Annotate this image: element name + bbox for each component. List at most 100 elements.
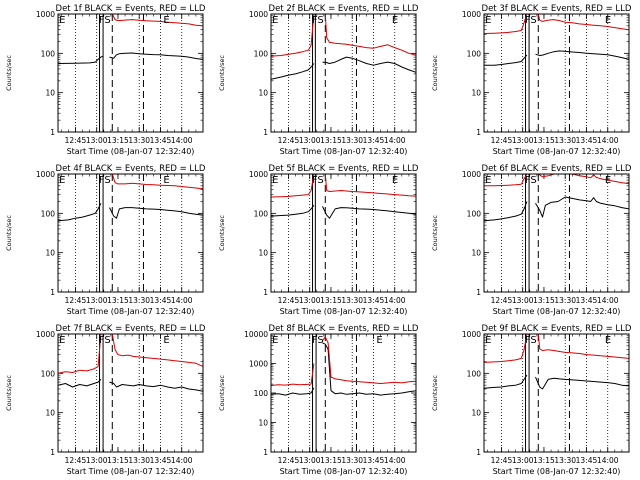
lld-series-line bbox=[109, 173, 204, 190]
panel-title: Det 9f BLACK = Events, RED = LLD bbox=[482, 324, 632, 334]
y-axis-label: Counts/sec bbox=[431, 375, 439, 411]
y-tick-label: 10 bbox=[45, 89, 55, 98]
plot-frame bbox=[270, 13, 417, 133]
x-tick-label: 12:45 bbox=[278, 296, 300, 305]
segment-annotation: E bbox=[392, 15, 398, 26]
lld-series-line bbox=[483, 333, 528, 363]
y-tick-label: 100 bbox=[254, 209, 269, 218]
lld-series-line bbox=[322, 336, 417, 384]
segment-annotation: FS bbox=[525, 335, 537, 346]
panel-det-5f: Det 5f BLACK = Events, RED = LLD Counts/s… bbox=[218, 164, 419, 316]
events-series-line bbox=[322, 206, 417, 219]
events-series-line bbox=[109, 52, 204, 60]
y-tick-label: 1 bbox=[263, 288, 268, 297]
y-axis-label: Counts/sec bbox=[218, 375, 226, 411]
events-series-line bbox=[109, 381, 204, 392]
y-axis-label: Counts/sec bbox=[218, 215, 226, 251]
panel-title: Det 5f BLACK = Events, RED = LLD bbox=[269, 164, 419, 174]
x-tick-label: 13:45 bbox=[576, 136, 598, 145]
panel-det-6f: Det 6f BLACK = Events, RED = LLD Counts/s… bbox=[431, 164, 632, 316]
x-axis-label: Start Time (08-Jan-07 12:32:40) bbox=[280, 467, 408, 476]
panel-title: Det 2f BLACK = Events, RED = LLD bbox=[269, 4, 419, 14]
plot-frame bbox=[270, 173, 417, 293]
panel-title: Det 8f BLACK = Events, RED = LLD bbox=[269, 324, 419, 334]
lld-series-line bbox=[270, 173, 315, 198]
x-tick-label: 13:00 bbox=[512, 296, 534, 305]
segment-annotation: E bbox=[163, 15, 169, 26]
x-tick-label: 14:00 bbox=[597, 136, 619, 145]
panel-title: Det 7f BLACK = Events, RED = LLD bbox=[56, 324, 206, 334]
y-tick-label: 100 bbox=[467, 369, 482, 378]
x-tick-label: 12:45 bbox=[65, 136, 87, 145]
y-tick-label: 1 bbox=[476, 448, 481, 457]
lld-series-line bbox=[535, 333, 630, 359]
x-tick-label: 13:30 bbox=[554, 296, 576, 305]
y-tick-label: 1 bbox=[263, 448, 268, 457]
events-series-line bbox=[322, 342, 417, 396]
panel-title: Det 3f BLACK = Events, RED = LLD bbox=[482, 4, 632, 14]
segment-annotation: E bbox=[605, 335, 611, 346]
lld-series-line bbox=[484, 173, 528, 187]
x-axis-label: Start Time (08-Jan-07 12:32:40) bbox=[67, 467, 195, 476]
x-tick-label: 13:15 bbox=[533, 296, 555, 305]
y-tick-label: 10 bbox=[471, 409, 481, 418]
x-tick-label: 13:15 bbox=[320, 296, 342, 305]
y-tick-label: 10 bbox=[258, 89, 268, 98]
x-tick-label: 14:00 bbox=[171, 296, 193, 305]
x-tick-label: 13:45 bbox=[363, 296, 385, 305]
x-tick-label: 13:30 bbox=[341, 296, 363, 305]
x-tick-label: 12:45 bbox=[491, 296, 513, 305]
x-tick-label: 13:15 bbox=[107, 136, 129, 145]
y-tick-label: 1000 bbox=[36, 330, 55, 339]
y-tick-label: 10 bbox=[258, 419, 268, 428]
y-tick-label: 100 bbox=[467, 49, 482, 58]
x-axis-label: Start Time (08-Jan-07 12:32:40) bbox=[280, 307, 408, 316]
lld-series-line bbox=[322, 13, 417, 56]
events-series-line bbox=[270, 204, 315, 217]
y-tick-label: 10 bbox=[45, 409, 55, 418]
x-tick-label: 13:15 bbox=[533, 456, 555, 465]
x-tick-label: 13:00 bbox=[86, 296, 108, 305]
x-tick-label: 13:15 bbox=[107, 456, 129, 465]
x-tick-label: 13:00 bbox=[299, 296, 321, 305]
panel-det-1f: Det 1f BLACK = Events, RED = LLD Counts/s… bbox=[5, 4, 206, 156]
segment-annotation: E bbox=[485, 175, 491, 186]
x-tick-label: 13:45 bbox=[150, 456, 172, 465]
events-series-line bbox=[483, 374, 528, 389]
y-tick-label: 1 bbox=[263, 128, 268, 137]
plot-frame bbox=[270, 333, 417, 453]
segment-annotation: E bbox=[59, 335, 65, 346]
x-tick-label: 13:30 bbox=[128, 296, 150, 305]
y-tick-label: 1000 bbox=[249, 360, 268, 369]
segment-annotation: E bbox=[272, 15, 278, 26]
segment-annotation: E bbox=[272, 335, 278, 346]
lld-series-line bbox=[109, 13, 204, 27]
segment-annotation: E bbox=[272, 175, 278, 186]
panel-det-7f: Det 7f BLACK = Events, RED = LLD Counts/s… bbox=[5, 324, 206, 476]
x-tick-label: 14:00 bbox=[171, 136, 193, 145]
lld-series-line bbox=[57, 333, 102, 374]
x-tick-label: 13:45 bbox=[150, 296, 172, 305]
events-series-line bbox=[270, 387, 315, 396]
plot-frame bbox=[483, 333, 630, 453]
y-axis-label: Counts/sec bbox=[5, 375, 13, 411]
events-series-line bbox=[57, 55, 104, 64]
y-tick-label: 10 bbox=[471, 89, 481, 98]
plot-frame bbox=[483, 173, 630, 293]
y-tick-label: 100 bbox=[41, 49, 56, 58]
y-axis-label: Counts/sec bbox=[431, 55, 439, 91]
segment-annotation: FS bbox=[312, 175, 324, 186]
x-tick-label: 14:00 bbox=[597, 456, 619, 465]
panel-det-8f: Det 8f BLACK = Events, RED = LLD Counts/s… bbox=[218, 324, 419, 476]
y-tick-label: 1000 bbox=[36, 170, 55, 179]
y-tick-label: 1000 bbox=[249, 170, 268, 179]
y-tick-label: 100 bbox=[254, 389, 269, 398]
y-tick-label: 1 bbox=[50, 288, 55, 297]
segment-annotation: E bbox=[392, 175, 398, 186]
x-tick-label: 13:00 bbox=[86, 136, 108, 145]
x-axis-label: Start Time (08-Jan-07 12:32:40) bbox=[493, 467, 621, 476]
x-tick-label: 13:45 bbox=[363, 136, 385, 145]
x-tick-label: 12:45 bbox=[278, 456, 300, 465]
x-tick-label: 12:45 bbox=[278, 136, 300, 145]
